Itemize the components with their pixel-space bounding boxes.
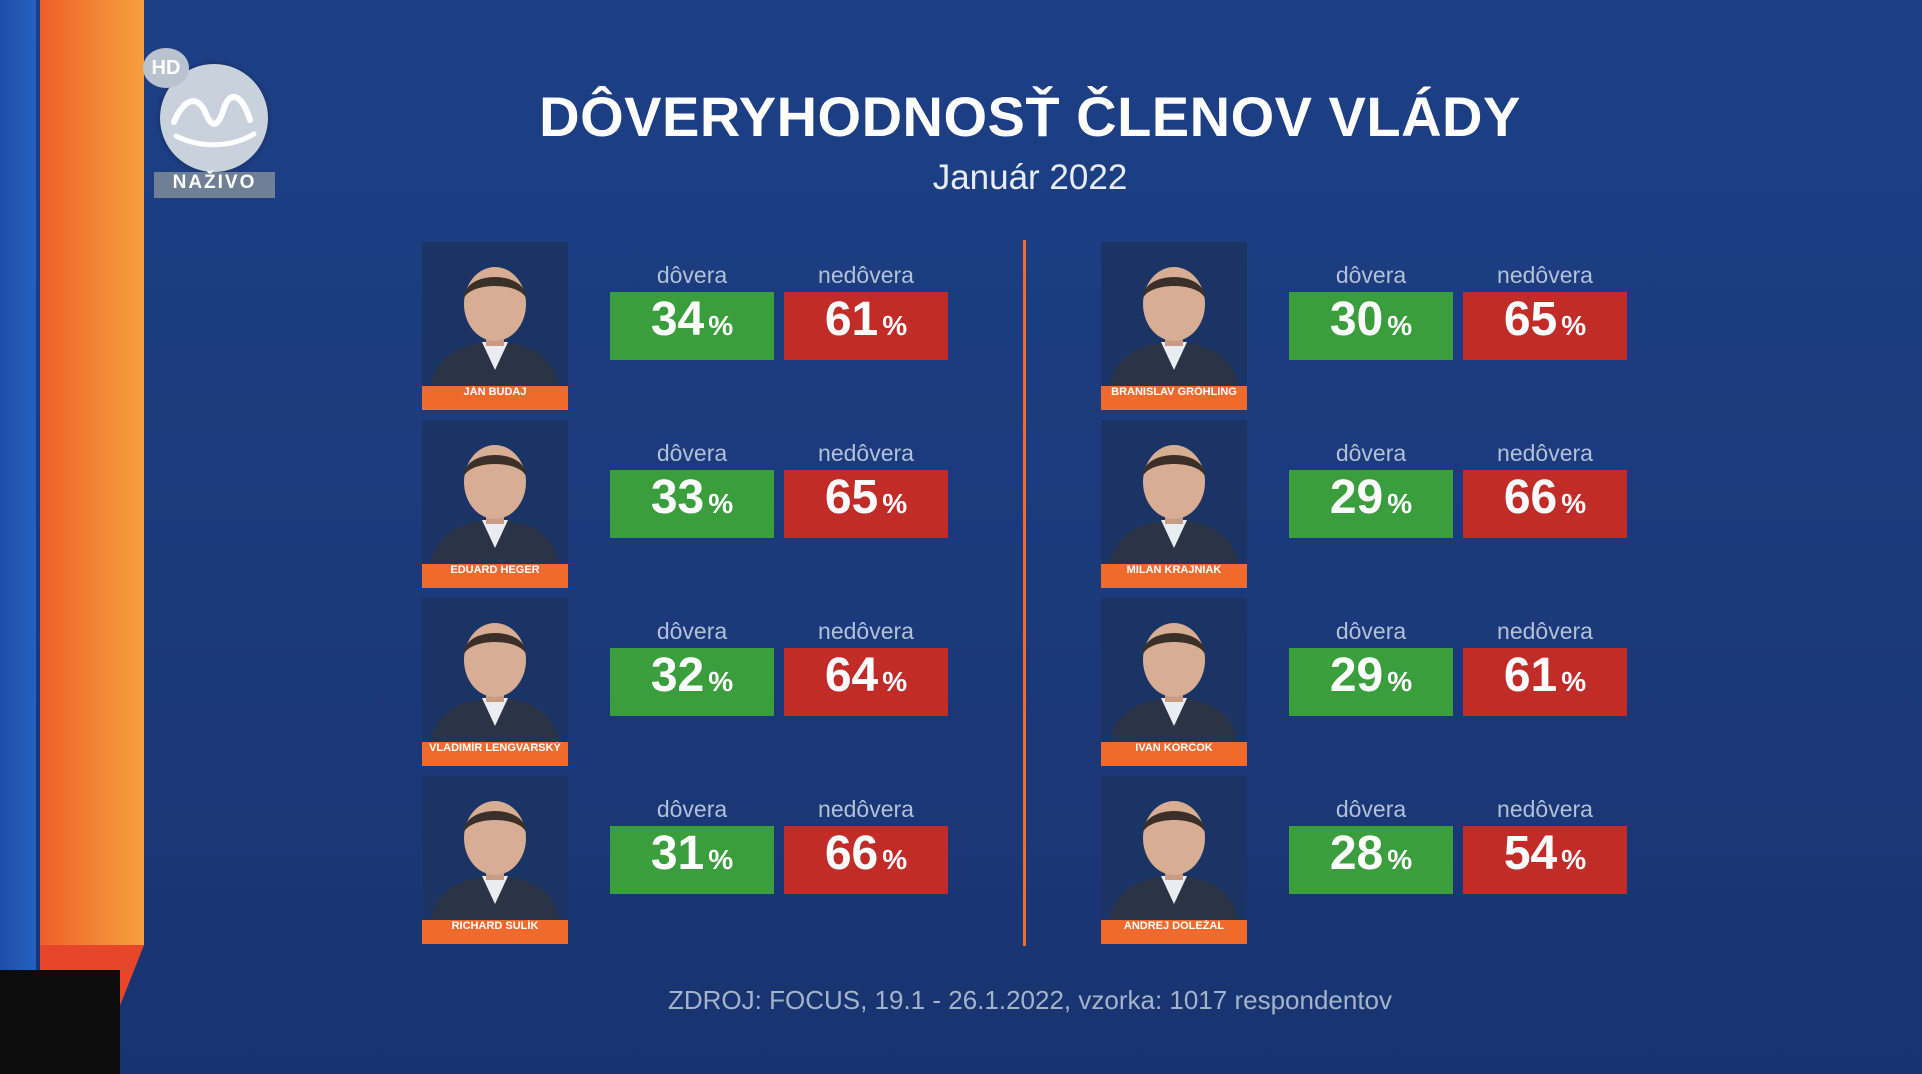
percent-sign: % (1387, 844, 1413, 875)
minister-row: JÁN BUDAJ dôvera nedôvera 34% 61% (422, 240, 982, 412)
minister-photo (1101, 420, 1247, 566)
minister-name: IVAN KORČOK (1101, 742, 1247, 766)
minister-name: RICHARD SULÍK (422, 920, 568, 944)
distrust-label: nedôvera (818, 262, 914, 288)
source-note: ZDROJ: FOCUS, 19.1 - 26.1.2022, vzorka: … (667, 985, 1393, 1015)
distrust-value-box: 65% (1463, 292, 1627, 360)
distrust-label: nedôvera (1497, 618, 1593, 644)
distrust-value-box: 61% (784, 292, 948, 360)
distrust-value: 64 (824, 649, 879, 702)
page-subtitle: Január 2022 (932, 158, 1128, 197)
trust-value-box: 31% (610, 826, 774, 894)
minister-photo (422, 420, 568, 566)
hd-badge: HD (143, 48, 189, 88)
distrust-label: nedôvera (1497, 440, 1593, 466)
percent-sign: % (882, 844, 908, 875)
trust-label: dôvera (1335, 618, 1407, 644)
trust-label: dôvera (1335, 440, 1407, 466)
trust-value: 28 (1329, 827, 1384, 880)
trust-value-box: 32% (610, 648, 774, 716)
minister-row: IVAN KORČOK dôvera nedôvera 29% 61% (1101, 596, 1661, 768)
minister-row: EDUARD HEGER dôvera nedôvera 33% 65% (422, 418, 982, 590)
minister-name: EDUARD HEGER (422, 564, 568, 588)
percent-sign: % (708, 666, 734, 697)
percent-sign: % (882, 310, 908, 341)
percent-sign: % (708, 310, 734, 341)
percent-sign: % (1387, 310, 1413, 341)
distrust-value: 61 (824, 293, 879, 346)
minister-name: JÁN BUDAJ (422, 386, 568, 410)
trust-label: dôvera (1335, 796, 1407, 822)
trust-value: 33 (650, 471, 705, 524)
distrust-value-box: 61% (1463, 648, 1627, 716)
trust-value: 30 (1329, 293, 1384, 346)
percent-sign: % (1561, 844, 1587, 875)
trust-value-box: 30% (1289, 292, 1453, 360)
distrust-value: 66 (824, 827, 879, 880)
distrust-value-box: 66% (784, 826, 948, 894)
minister-photo (422, 776, 568, 922)
left-blue-strip (0, 0, 36, 970)
distrust-label: nedôvera (818, 796, 914, 822)
percent-sign: % (1387, 488, 1413, 519)
percent-sign: % (882, 488, 908, 519)
minister-photo (1101, 776, 1247, 922)
distrust-label: nedôvera (1497, 796, 1593, 822)
percent-sign: % (1561, 488, 1587, 519)
trust-value: 31 (650, 827, 705, 880)
column-divider (1023, 240, 1026, 946)
trust-value: 29 (1329, 649, 1384, 702)
trust-label: dôvera (656, 796, 728, 822)
distrust-value-box: 54% (1463, 826, 1627, 894)
distrust-label: nedôvera (818, 440, 914, 466)
distrust-value-box: 66% (1463, 470, 1627, 538)
distrust-value: 54 (1503, 827, 1558, 880)
minister-name: MILAN KRAJNIAK (1101, 564, 1247, 588)
distrust-value: 65 (1503, 293, 1558, 346)
minister-photo (422, 242, 568, 388)
trust-value-box: 33% (610, 470, 774, 538)
distrust-label: nedôvera (1497, 262, 1593, 288)
minister-photo (422, 598, 568, 744)
trust-value: 29 (1329, 471, 1384, 524)
minister-photo (1101, 598, 1247, 744)
trust-value: 34 (650, 293, 705, 346)
minister-name: ANDREJ DOLEŽAL (1101, 920, 1247, 944)
trust-label: dôvera (656, 618, 728, 644)
distrust-label: nedôvera (818, 618, 914, 644)
page-title: DÔVERYHODNOSŤ ČLENOV VLÁDY (539, 85, 1521, 148)
distrust-value: 61 (1503, 649, 1558, 702)
minister-name: VLADIMÍR LENGVARSKÝ (422, 742, 568, 766)
trust-label: dôvera (656, 262, 728, 288)
distrust-value: 65 (824, 471, 879, 524)
live-badge: NAŽIVO (154, 172, 275, 198)
distrust-value-box: 65% (784, 470, 948, 538)
trust-value-box: 34% (610, 292, 774, 360)
percent-sign: % (882, 666, 908, 697)
minister-row: BRANISLAV GRÖHLING dôvera nedôvera 30% 65% (1101, 240, 1661, 412)
percent-sign: % (1561, 666, 1587, 697)
percent-sign: % (1387, 666, 1413, 697)
minister-row: RICHARD SULÍK dôvera nedôvera 31% 66% (422, 774, 982, 946)
percent-sign: % (1561, 310, 1587, 341)
minister-row: VLADIMÍR LENGVARSKÝ dôvera nedôvera 32% 64% (422, 596, 982, 768)
percent-sign: % (708, 844, 734, 875)
distrust-value: 66 (1503, 471, 1558, 524)
minister-row: MILAN KRAJNIAK dôvera nedôvera 29% 66% (1101, 418, 1661, 590)
trust-label: dôvera (656, 440, 728, 466)
trust-value-box: 29% (1289, 470, 1453, 538)
distrust-value-box: 64% (784, 648, 948, 716)
trust-value-box: 29% (1289, 648, 1453, 716)
left-orange-strip (40, 0, 144, 945)
trust-value-box: 28% (1289, 826, 1453, 894)
percent-sign: % (708, 488, 734, 519)
bottom-left-black-area (0, 970, 120, 1074)
minister-row: ANDREJ DOLEŽAL dôvera nedôvera 28% 54% (1101, 774, 1661, 946)
minister-name: BRANISLAV GRÖHLING (1101, 386, 1247, 410)
trust-label: dôvera (1335, 262, 1407, 288)
trust-value: 32 (650, 649, 705, 702)
minister-photo (1101, 242, 1247, 388)
